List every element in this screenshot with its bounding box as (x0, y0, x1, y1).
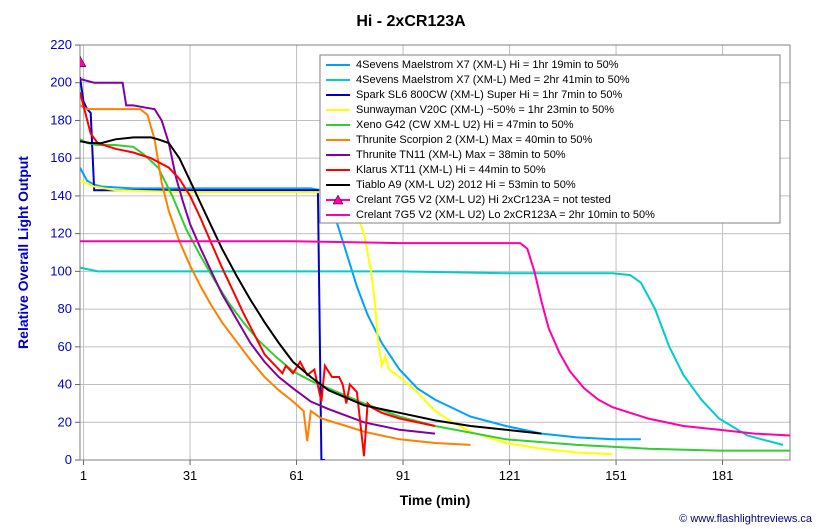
marker-triangle (74, 56, 86, 67)
legend-label: Sunwayman V20C (XM-L) ~50% = 1hr 23min t… (356, 104, 614, 116)
legend-label: Crelant 7G5 V2 (XM-L U2) Lo 2xCR123A = 2… (356, 209, 655, 221)
legend-label: Thrunite TN11 (XM-L) Max = 38min to 50% (356, 149, 566, 161)
legend-label: Thrunite Scorpion 2 (XM-L) Max = 40min t… (356, 134, 593, 146)
ytick-label: 200 (50, 75, 72, 90)
chart-title: Hi - 2xCR123A (356, 13, 466, 30)
ytick-label: 0 (65, 452, 72, 467)
series-line (80, 241, 790, 435)
ytick-label: 160 (50, 150, 72, 165)
series-line (80, 77, 325, 460)
credit-text: © www.flashlightreviews.ca (679, 513, 813, 525)
xtick-label: 91 (396, 468, 410, 483)
legend-label: Crelant 7G5 V2 (XM-L U2) Hi 2xCr123A = n… (356, 194, 611, 206)
ytick-label: 60 (58, 339, 72, 354)
chart-container: 0 20 40 60 80 100 120 140 160 180 200 220 1 31 61 91 121… (0, 0, 822, 529)
ytick-label: 120 (50, 226, 72, 241)
ytick-label: 180 (50, 112, 72, 127)
ytick-label: 140 (50, 188, 72, 203)
legend-label: 4Sevens Maelstrom X7 (XM-L) Hi = 1hr 19m… (356, 59, 619, 71)
ytick-label: 100 (50, 263, 72, 278)
legend-label: Xeno G42 (CW XM-L U2) Hi = 47min to 50% (356, 119, 574, 131)
legend-label: Spark SL6 800CW (XM-L) Super Hi = 1hr 7m… (356, 89, 622, 101)
xtick-label: 61 (289, 468, 303, 483)
xtick-label: 31 (183, 468, 197, 483)
xtick-label: 151 (605, 468, 627, 483)
xtick-label: 181 (712, 468, 734, 483)
ytick-label: 80 (58, 301, 72, 316)
x-axis-label: Time (min) (400, 492, 471, 508)
legend-label: Klarus XT11 (XM-L) Hi = 44min to 50% (356, 164, 546, 176)
ytick-label: 20 (58, 414, 72, 429)
xtick-label: 121 (499, 468, 521, 483)
y-axis-label: Relative Overall Light Output (15, 156, 31, 349)
legend-label: 4Sevens Maelstrom X7 (XM-L) Med = 2hr 41… (356, 74, 630, 86)
xtick-label: 1 (80, 468, 87, 483)
ytick-label: 40 (58, 377, 72, 392)
ytick-label: 220 (50, 37, 72, 52)
legend-label: Tiablo A9 (XM-L U2) 2012 Hi = 53min to 5… (356, 179, 576, 191)
chart-svg: 0 20 40 60 80 100 120 140 160 180 200 220 1 31 61 91 121… (0, 0, 822, 529)
series-line (80, 268, 783, 445)
